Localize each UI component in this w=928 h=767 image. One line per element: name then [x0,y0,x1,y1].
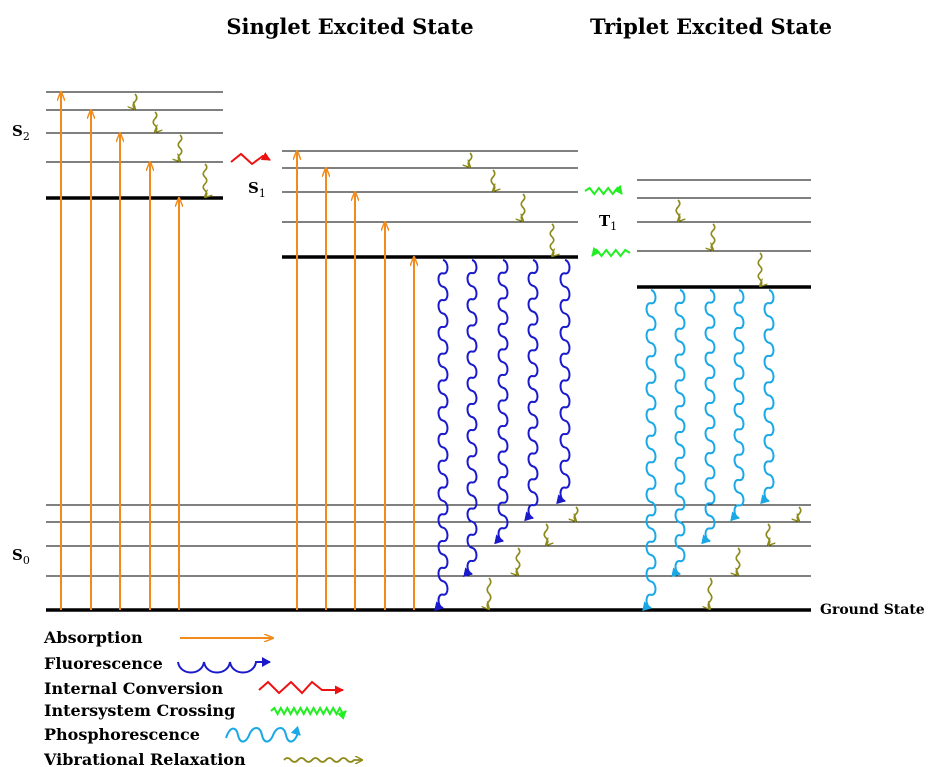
vibrational-relaxation-arrow [574,506,579,521]
s2-label: S2 [12,122,30,143]
vibrational-relaxation-arrow [468,152,473,167]
vibrational-relaxation-arrow [708,577,713,609]
vibrational-relaxation-arrow [711,223,716,250]
singlet-title: Singlet Excited State [226,14,473,39]
vibrational-relaxation-arrow [178,134,183,161]
legend-internal-conversion-sample [258,680,344,695]
vibrational-relaxation-arrow [487,577,492,609]
legend-intersystem-crossing-label: Intersystem Crossing [44,701,235,720]
legend-fluorescence-sample [177,657,271,674]
fluorescence-arrow [434,259,449,612]
vibrational-relaxation-arrow [736,547,741,575]
legend-samples [177,638,362,762]
phosphorescence-arrow [701,289,716,545]
triplet-title: Triplet Excited State [590,14,832,39]
vibrational-relaxation-arrow [521,193,526,221]
legend-internal-conversion-label: Internal Conversion [44,679,223,698]
vibrational-relaxation-arrow [765,523,770,545]
ground-state-label: Ground State [820,602,925,618]
internal-conversion-arrow [230,152,271,166]
legend-phosphorescence-label: Phosphorescence [44,725,200,744]
energy-levels [46,91,811,612]
fluorescence-arrow [524,259,539,522]
vibrational-relaxation-arrow [543,523,548,545]
legend-vibrational-relaxation-label: Vibrational Relaxation [43,750,246,767]
legend-intersystem-crossing-sample [270,705,347,720]
vibrational-relaxation-arrow [549,223,554,256]
intersystem-crossing-arrow [591,246,631,258]
phosphorescence-arrow [671,289,686,578]
s1-label: S1 [248,179,266,200]
s0-label: S0 [12,546,30,567]
legend-phosphorescence-sample [225,725,301,743]
fluorescence-arrow [494,259,509,545]
vibrational-relaxation-arrow [490,169,495,191]
transitions [61,92,802,612]
phosphorescence-arrow [642,289,657,612]
vibrational-relaxation-arrow [202,163,207,197]
legend-vibrational-relaxation-sample [283,758,362,762]
intersystem-crossing-arrow [584,184,623,196]
vibrational-relaxation-arrow [516,547,521,575]
vibrational-relaxation-arrow [757,252,762,286]
legend-absorption-label: Absorption [43,628,143,647]
vibrational-relaxation-arrow [797,506,802,521]
phosphorescence-arrow [760,289,775,505]
phosphorescence-arrow [730,289,745,522]
fluorescence-arrow [556,259,571,505]
legend-fluorescence-label: Fluorescence [44,654,163,673]
legend: Absorption Fluorescence Internal Convers… [43,628,362,767]
vibrational-relaxation-arrow [675,199,680,221]
t1-label: T1 [599,212,617,233]
vibrational-relaxation-arrow [152,111,157,132]
fluorescence-arrow [463,259,478,578]
vibrational-relaxation-arrow [133,93,138,109]
